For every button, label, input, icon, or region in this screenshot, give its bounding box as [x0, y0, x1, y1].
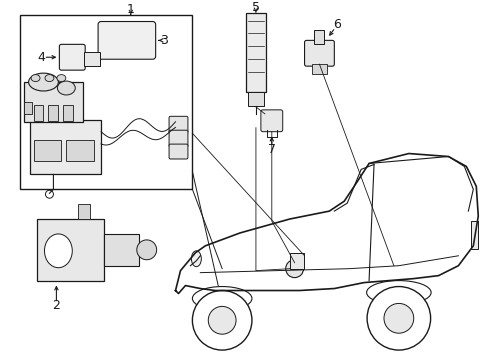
Text: 7: 7 — [268, 143, 276, 156]
Bar — [29, 120, 101, 174]
Bar — [49, 105, 58, 121]
Ellipse shape — [31, 75, 40, 82]
Bar — [312, 64, 327, 74]
Ellipse shape — [45, 75, 54, 82]
Bar — [34, 140, 61, 162]
Bar — [104, 234, 139, 266]
Bar — [246, 13, 266, 92]
Bar — [63, 105, 74, 121]
Ellipse shape — [192, 251, 201, 267]
Ellipse shape — [57, 81, 75, 95]
Bar — [78, 204, 90, 219]
FancyBboxPatch shape — [261, 110, 283, 132]
Circle shape — [208, 306, 236, 334]
Text: 1: 1 — [127, 3, 135, 16]
Ellipse shape — [28, 73, 58, 91]
Circle shape — [137, 240, 157, 260]
Circle shape — [193, 291, 252, 350]
Text: 6: 6 — [333, 18, 341, 31]
Bar — [20, 14, 193, 189]
Text: 5: 5 — [252, 1, 260, 14]
Bar — [248, 92, 264, 106]
Bar — [290, 253, 304, 269]
Text: 3: 3 — [160, 34, 168, 47]
FancyBboxPatch shape — [169, 130, 188, 147]
Circle shape — [286, 260, 304, 278]
Bar — [24, 102, 31, 114]
Bar — [34, 105, 44, 121]
Circle shape — [367, 287, 431, 350]
Text: 4: 4 — [38, 51, 46, 64]
Bar — [84, 52, 100, 66]
Bar — [315, 31, 324, 44]
Ellipse shape — [57, 75, 66, 82]
FancyBboxPatch shape — [98, 22, 156, 59]
FancyBboxPatch shape — [305, 40, 334, 66]
Bar — [66, 140, 94, 162]
FancyBboxPatch shape — [169, 116, 188, 133]
Circle shape — [46, 190, 53, 198]
Bar — [24, 82, 83, 122]
Circle shape — [384, 303, 414, 333]
FancyBboxPatch shape — [59, 44, 85, 70]
FancyBboxPatch shape — [169, 144, 188, 159]
Ellipse shape — [45, 234, 73, 268]
Bar — [471, 221, 478, 249]
Text: 2: 2 — [52, 299, 60, 312]
Bar — [37, 219, 104, 280]
